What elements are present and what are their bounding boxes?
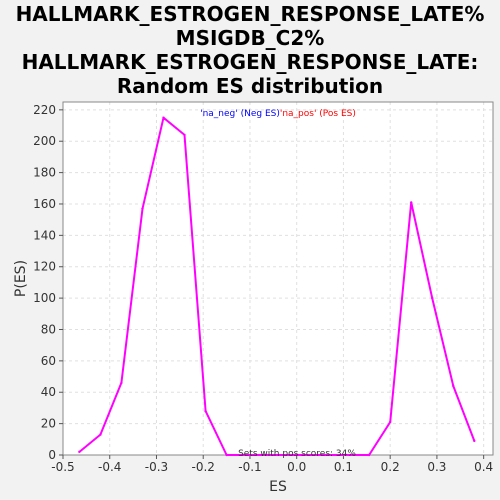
series-point-0-5 [183,133,186,137]
chart-title-line-4: Random ES distribution [116,74,384,98]
y-tick-label-6: 120 [33,260,56,274]
series-point-0-13 [473,439,476,443]
series-point-0-12 [452,384,455,388]
series-point-0-11 [431,296,434,300]
x-tick-label-2: -0.3 [145,460,168,474]
series-point-0-7 [225,453,228,457]
legend-entry-0: 'na_neg' (Neg ES) [200,109,280,119]
y-tick-label-11: 220 [33,103,56,117]
y-tick-label-5: 100 [33,291,56,305]
series-point-0-8 [367,453,371,457]
y-tick-label-4: 80 [41,322,56,336]
chart-title-line-2: MSIGDB_C2% [175,26,325,50]
series-point-0-9 [388,420,392,424]
y-tick-label-8: 160 [33,197,56,211]
series-line-0 [78,116,476,456]
chart-title-line-3: HALLMARK_ESTROGEN_RESPONSE_LATE: [21,50,479,74]
x-tick-label-7: 0.2 [381,460,400,474]
x-tick-label-6: 0.1 [334,460,353,474]
series-point-0-6 [204,409,207,413]
x-tick-label-0: -0.5 [51,460,74,474]
x-axis-title: ES [269,479,287,495]
legend-entry-1: 'na_pos' (Pos ES) [280,109,356,119]
x-tick-label-9: 0.4 [474,460,493,474]
y-tick-label-2: 40 [41,385,56,399]
series-point-0-3 [141,207,144,210]
y-tick-label-1: 20 [41,417,56,431]
y-tick-label-10: 200 [33,134,56,148]
series-point-0-1 [99,433,102,436]
x-tick-label-3: -0.2 [192,460,215,474]
x-tick-label-8: 0.3 [427,460,446,474]
series-point-0-4 [162,116,165,119]
series-point-0-2 [120,381,123,385]
y-axis-title: P(ES) [13,260,29,297]
y-tick-label-0: 0 [48,448,56,462]
legend: 'na_neg' (Neg ES)'na_pos' (Pos ES) [200,109,356,119]
x-tick-label-5: 0.0 [287,460,306,474]
x-tick-label-4: -0.1 [238,460,261,474]
series-point-0-0 [78,450,81,454]
series-point-0-10 [410,201,413,204]
chart-title-line-1: HALLMARK_ESTROGEN_RESPONSE_LATE% [15,2,485,26]
y-tick-label-9: 180 [33,166,56,180]
y-tick-label-3: 60 [41,354,56,368]
pos-scores-annotation: Sets with pos scores: 34% [238,449,356,459]
x-tick-label-1: -0.4 [98,460,121,474]
y-tick-label-7: 140 [33,228,56,242]
